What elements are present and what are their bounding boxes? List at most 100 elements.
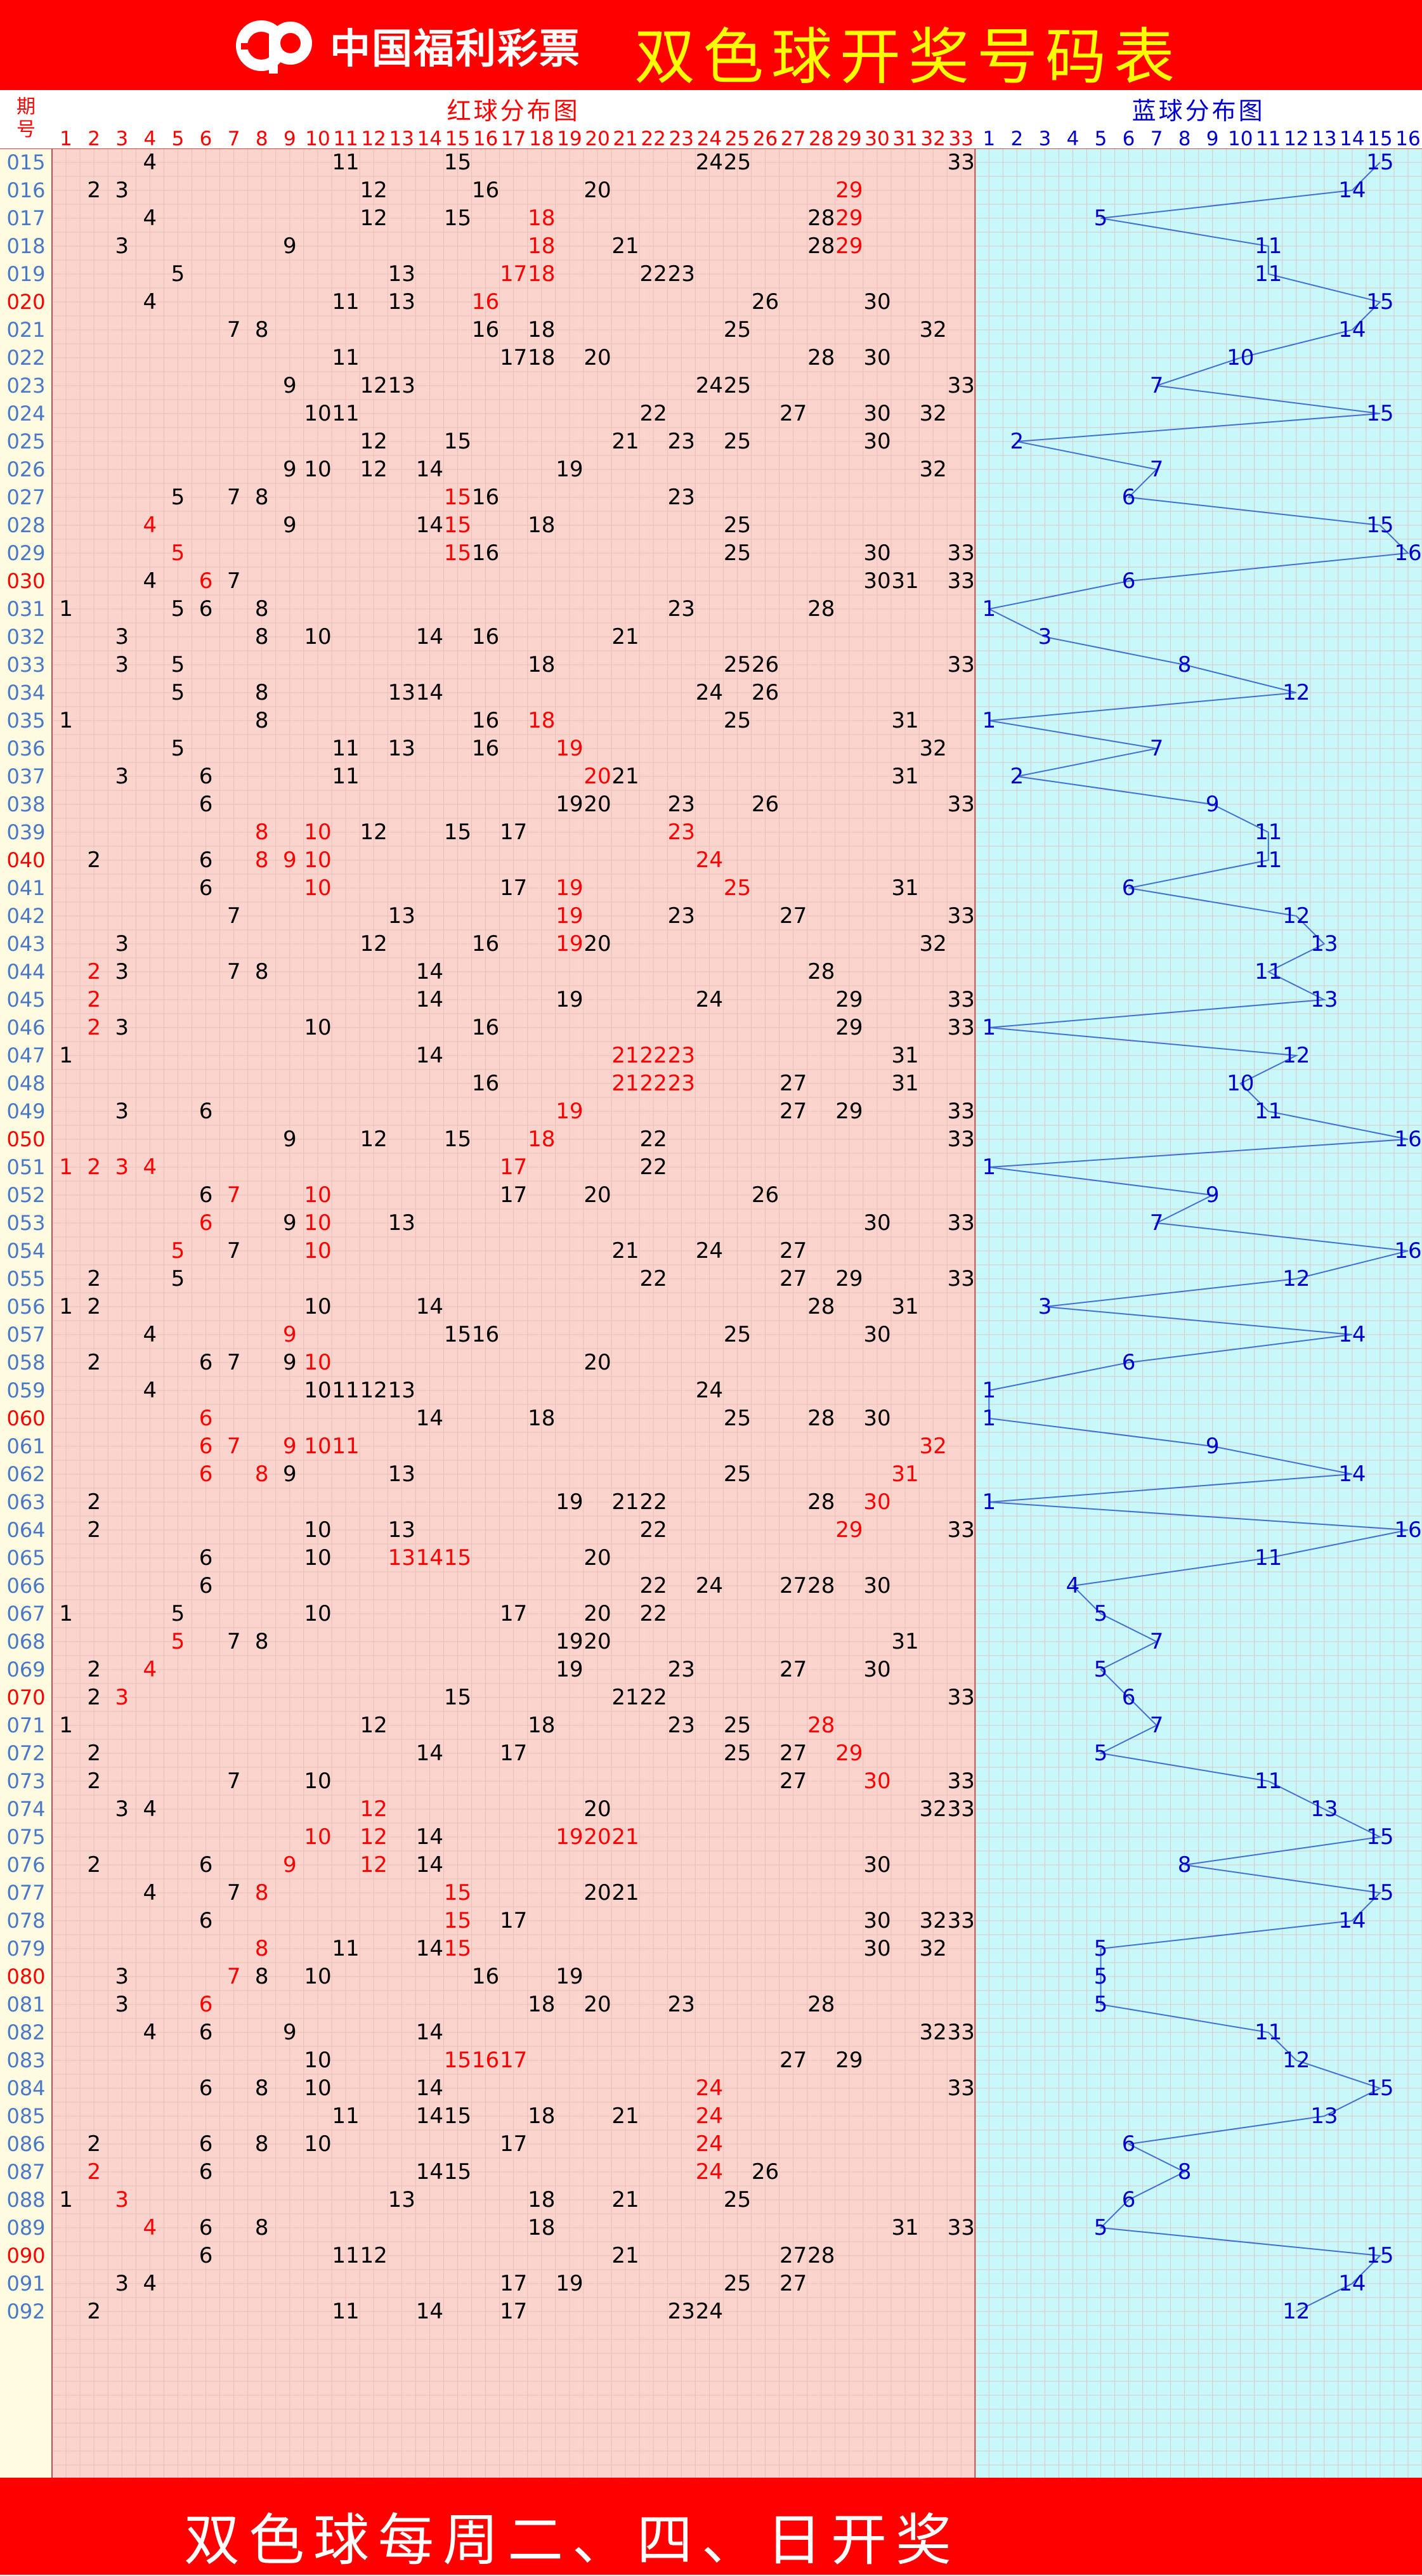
red-ball: 33 bbox=[948, 568, 975, 594]
blue-ball: 11 bbox=[1255, 1545, 1282, 1571]
red-ball: 31 bbox=[891, 708, 918, 733]
red-ball-repeat: 11 bbox=[332, 1434, 359, 1459]
blue-ball: 16 bbox=[1394, 1127, 1421, 1152]
red-ball: 5 bbox=[171, 736, 185, 761]
red-ball: 32 bbox=[920, 457, 947, 482]
red-column-header: 17 bbox=[501, 127, 526, 150]
red-ball: 14 bbox=[416, 959, 443, 984]
red-ball-repeat: 19 bbox=[556, 875, 583, 901]
red-ball: 9 bbox=[283, 457, 297, 482]
red-column-header: 5 bbox=[172, 127, 185, 150]
red-ball: 13 bbox=[388, 289, 415, 315]
red-ball: 9 bbox=[283, 233, 297, 259]
red-ball-repeat: 3 bbox=[115, 2187, 129, 2213]
red-ball-repeat: 8 bbox=[255, 1936, 269, 1961]
red-column-header: 4 bbox=[143, 127, 156, 150]
blue-ball: 5 bbox=[1094, 1964, 1108, 1989]
blue-ball: 4 bbox=[1066, 1573, 1080, 1599]
blue-ball: 8 bbox=[1178, 2159, 1192, 2185]
red-ball-repeat: 23 bbox=[668, 1071, 695, 1096]
red-ball: 14 bbox=[416, 1936, 443, 1961]
red-ball: 8 bbox=[255, 959, 269, 984]
red-ball-repeat: 29 bbox=[835, 178, 863, 203]
red-ball: 15 bbox=[444, 1322, 471, 1347]
blue-ball: 15 bbox=[1366, 513, 1393, 538]
period-label: 035 bbox=[6, 709, 45, 733]
red-ball-repeat: 15 bbox=[444, 540, 471, 566]
red-ball: 13 bbox=[388, 261, 415, 287]
red-ball: 16 bbox=[472, 1964, 499, 1989]
red-ball: 13 bbox=[388, 1461, 415, 1487]
red-ball: 1 bbox=[59, 708, 73, 733]
blue-ball: 12 bbox=[1282, 1043, 1310, 1068]
red-ball: 19 bbox=[556, 2271, 583, 2296]
blue-column-header: 11 bbox=[1256, 127, 1281, 150]
blue-ball: 16 bbox=[1394, 1238, 1421, 1264]
red-ball: 3 bbox=[115, 624, 129, 650]
red-ball: 23 bbox=[668, 1657, 695, 1682]
blue-ball: 6 bbox=[1122, 1685, 1136, 1710]
period-label: 060 bbox=[6, 1406, 45, 1430]
red-ball: 20 bbox=[584, 345, 611, 370]
red-ball-repeat: 15 bbox=[444, 1908, 471, 1933]
red-ball: 17 bbox=[500, 2299, 527, 2324]
red-ball: 6 bbox=[199, 792, 213, 817]
red-ball: 21 bbox=[611, 1685, 639, 1710]
red-ball: 20 bbox=[584, 1796, 611, 1822]
blue-ball: 12 bbox=[1282, 903, 1310, 929]
red-ball: 33 bbox=[948, 1015, 975, 1040]
red-ball: 16 bbox=[472, 1015, 499, 1040]
period-label: 055 bbox=[6, 1267, 45, 1291]
blue-ball: 1 bbox=[982, 1154, 996, 1180]
red-ball: 20 bbox=[584, 1992, 611, 2017]
red-ball-repeat: 9 bbox=[283, 1322, 297, 1347]
period-label: 046 bbox=[6, 1016, 45, 1040]
red-ball: 30 bbox=[863, 1908, 890, 1933]
red-ball-repeat: 32 bbox=[920, 1434, 947, 1459]
red-ball: 6 bbox=[199, 875, 213, 901]
red-ball-repeat: 15 bbox=[444, 1880, 471, 1906]
period-label: 039 bbox=[6, 820, 45, 844]
red-ball: 20 bbox=[584, 1629, 611, 1654]
red-ball-repeat: 24 bbox=[696, 2076, 723, 2101]
red-ball: 2 bbox=[87, 1294, 101, 1319]
red-ball: 30 bbox=[863, 540, 890, 566]
logo-text: 中国福利彩票 bbox=[330, 26, 581, 73]
red-ball: 24 bbox=[696, 373, 723, 398]
blue-ball: 5 bbox=[1094, 1601, 1108, 1626]
red-ball: 24 bbox=[696, 1238, 723, 1264]
red-column-header: 2 bbox=[88, 127, 100, 150]
red-ball: 5 bbox=[171, 261, 185, 287]
red-ball-repeat: 6 bbox=[199, 1992, 213, 2017]
red-ball: 27 bbox=[779, 1573, 807, 1599]
red-ball: 10 bbox=[304, 2131, 331, 2157]
red-ball: 14 bbox=[416, 1852, 443, 1878]
red-zone-title: 红球分布图 bbox=[447, 97, 580, 125]
red-ball: 22 bbox=[640, 401, 667, 426]
red-ball: 12 bbox=[360, 1713, 388, 1738]
red-ball: 12 bbox=[360, 206, 388, 231]
red-ball: 23 bbox=[668, 261, 695, 287]
red-ball-repeat: 23 bbox=[668, 1043, 695, 1068]
red-ball: 12 bbox=[360, 931, 388, 957]
red-ball: 8 bbox=[255, 708, 269, 733]
blue-ball: 3 bbox=[1038, 624, 1052, 650]
blue-column-header: 2 bbox=[1010, 127, 1023, 150]
red-ball: 7 bbox=[227, 1769, 241, 1794]
red-ball-repeat: 10 bbox=[304, 1210, 331, 1236]
red-ball: 3 bbox=[115, 931, 129, 957]
period-label: 081 bbox=[6, 1992, 45, 2017]
period-label: 031 bbox=[6, 597, 45, 621]
period-label: 071 bbox=[6, 1713, 45, 1737]
red-ball: 6 bbox=[199, 2131, 213, 2157]
period-label: 018 bbox=[6, 234, 45, 258]
red-ball: 18 bbox=[528, 2215, 555, 2240]
red-ball: 15 bbox=[444, 1127, 471, 1152]
header-banner: 中国福利彩票 双色球开奖号码表 bbox=[0, 0, 1422, 93]
red-ball: 25 bbox=[724, 1406, 751, 1431]
red-ball-repeat: 2 bbox=[87, 959, 101, 984]
red-ball: 26 bbox=[752, 2159, 779, 2185]
red-ball: 13 bbox=[388, 736, 415, 761]
red-ball: 27 bbox=[779, 1071, 807, 1096]
period-label: 087 bbox=[6, 2160, 45, 2184]
